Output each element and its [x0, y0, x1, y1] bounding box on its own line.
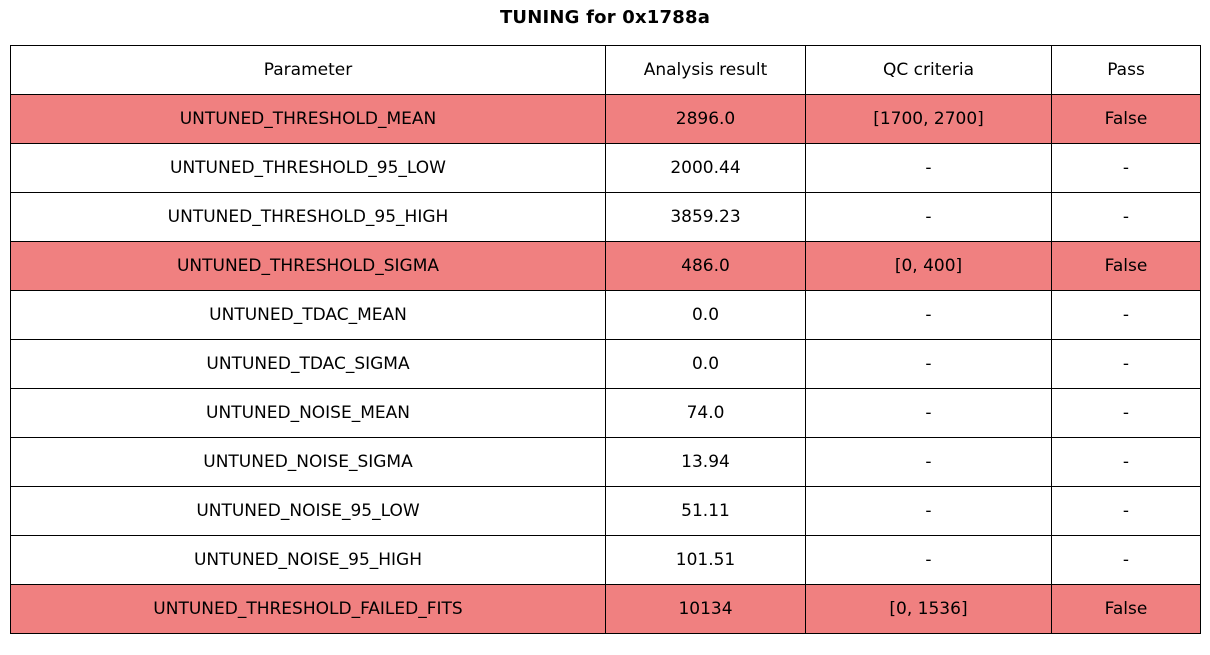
cell-qc-criteria: - — [805, 143, 1052, 193]
cell-qc-criteria: - — [805, 437, 1052, 487]
cell-pass: - — [1051, 535, 1201, 585]
column-header-pass: Pass — [1051, 45, 1201, 95]
cell-qc-criteria: [0, 1536] — [805, 584, 1052, 634]
header-row: Parameter Analysis result QC criteria Pa… — [10, 45, 1201, 95]
cell-pass: False — [1051, 94, 1201, 144]
table-body: UNTUNED_THRESHOLD_MEAN 2896.0 [1700, 2700]… — [10, 94, 1201, 634]
cell-pass: - — [1051, 192, 1201, 242]
table-row: UNTUNED_THRESHOLD_95_LOW 2000.44- - — [10, 143, 1201, 193]
cell-qc-criteria: - — [805, 339, 1052, 389]
cell-qc-criteria: - — [805, 290, 1052, 340]
cell-pass: False — [1051, 241, 1201, 291]
cell-analysis-result: 101.51 — [605, 535, 806, 585]
table-row-failed: UNTUNED_THRESHOLD_SIGMA 486.0 [0, 400] Fals… — [10, 241, 1201, 291]
cell-analysis-result: 2000.44 — [605, 143, 806, 193]
cell-pass: False — [1051, 584, 1201, 634]
cell-parameter: UNTUNED_NOISE_SIGMA — [10, 437, 606, 487]
cell-parameter: UNTUNED_NOISE_MEAN — [10, 388, 606, 438]
table-row: UNTUNED_NOISE_SIGMA 13.94- - — [10, 437, 1201, 487]
table-row: UNTUNED_THRESHOLD_95_HIGH 3859.23- - — [10, 192, 1201, 242]
cell-parameter: UNTUNED_TDAC_SIGMA — [10, 339, 606, 389]
cell-parameter: UNTUNED_TDAC_MEAN — [10, 290, 606, 340]
cell-pass: - — [1051, 290, 1201, 340]
table-row: UNTUNED_NOISE_MEAN 74.0- - — [10, 388, 1201, 438]
table-row: UNTUNED_TDAC_SIGMA 0.0- - — [10, 339, 1201, 389]
column-header-analysis-result: Analysis result — [605, 45, 806, 95]
cell-pass: - — [1051, 486, 1201, 536]
cell-analysis-result: 3859.23 — [605, 192, 806, 242]
column-header-parameter: Parameter — [10, 45, 606, 95]
cell-parameter: UNTUNED_THRESHOLD_95_HIGH — [10, 192, 606, 242]
table-row-failed: UNTUNED_THRESHOLD_FAILED_FITS 10134 [0, 15… — [10, 584, 1201, 634]
cell-analysis-result: 10134 — [605, 584, 806, 634]
cell-parameter: UNTUNED_NOISE_95_LOW — [10, 486, 606, 536]
page-title: TUNING for 0x1788a — [499, 7, 711, 28]
cell-qc-criteria: - — [805, 535, 1052, 585]
table-row: UNTUNED_TDAC_MEAN 0.0- - — [10, 290, 1201, 340]
cell-pass: - — [1051, 339, 1201, 389]
cell-parameter: UNTUNED_THRESHOLD_FAILED_FITS — [10, 584, 606, 634]
cell-parameter: UNTUNED_THRESHOLD_SIGMA — [10, 241, 606, 291]
column-header-qc-criteria: QC criteria — [805, 45, 1052, 95]
cell-pass: - — [1051, 388, 1201, 438]
cell-analysis-result: 2896.0 — [605, 94, 806, 144]
cell-analysis-result: 0.0 — [605, 290, 806, 340]
cell-analysis-result: 13.94 — [605, 437, 806, 487]
cell-qc-criteria: - — [805, 192, 1052, 242]
table-row-failed: UNTUNED_THRESHOLD_MEAN 2896.0 [1700, 2700]… — [10, 94, 1201, 144]
cell-parameter: UNTUNED_THRESHOLD_95_LOW — [10, 143, 606, 193]
cell-analysis-result: 0.0 — [605, 339, 806, 389]
cell-qc-criteria: [1700, 2700] — [805, 94, 1052, 144]
cell-qc-criteria: [0, 400] — [805, 241, 1052, 291]
table-row: UNTUNED_NOISE_95_HIGH 101.51- - — [10, 535, 1201, 585]
cell-qc-criteria: - — [805, 486, 1052, 536]
qc-results-table: Parameter Analysis result QC criteria Pa… — [10, 45, 1201, 634]
cell-pass: - — [1051, 143, 1201, 193]
table-row: UNTUNED_NOISE_95_LOW 51.11- - — [10, 486, 1201, 536]
cell-qc-criteria: - — [805, 388, 1052, 438]
cell-parameter: UNTUNED_THRESHOLD_MEAN — [10, 94, 606, 144]
cell-parameter: UNTUNED_NOISE_95_HIGH — [10, 535, 606, 585]
cell-pass: - — [1051, 437, 1201, 487]
cell-analysis-result: 486.0 — [605, 241, 806, 291]
cell-analysis-result: 74.0 — [605, 388, 806, 438]
cell-analysis-result: 51.11 — [605, 486, 806, 536]
